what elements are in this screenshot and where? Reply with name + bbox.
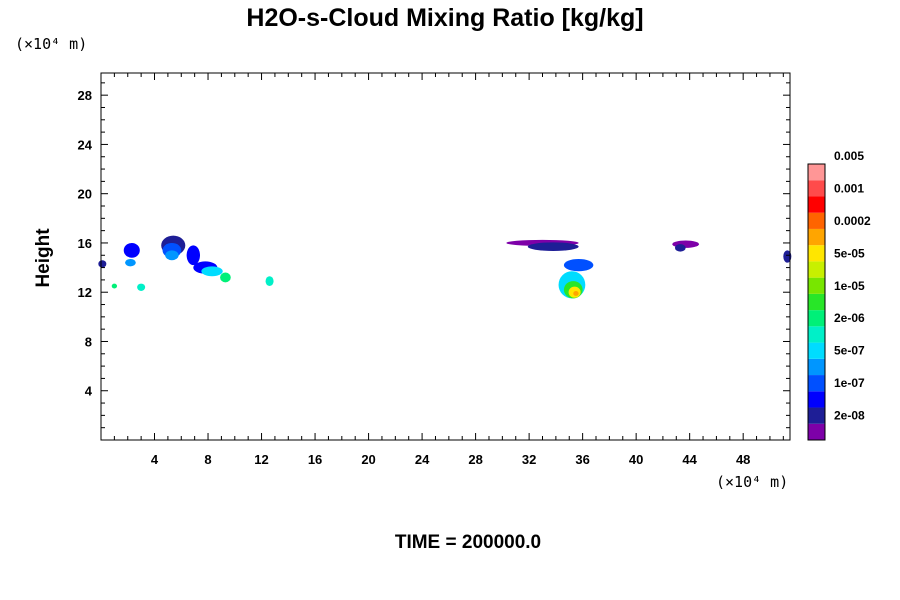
colorbar-frame [807, 163, 826, 441]
y-tick-label: 12 [78, 285, 92, 300]
colorbar-swatch [808, 212, 825, 229]
cloud-patch [98, 260, 107, 268]
colorbar-swatch [808, 180, 825, 197]
colorbar-swatch [808, 310, 825, 327]
y-tick-label: 4 [85, 384, 93, 399]
y-axis-unit: (×10⁴ m) [15, 35, 87, 53]
y-axis: 4 8 12 16 20 24 28 [78, 82, 790, 429]
x-tick-label: 36 [575, 452, 589, 467]
x-axis-unit: (×10⁴ m) [716, 473, 788, 491]
colorbar-label: 2e-06 [834, 311, 865, 325]
colorbar-swatch [808, 228, 825, 246]
y-tick-label: 24 [78, 137, 93, 152]
cloud-patch [186, 245, 201, 266]
x-tick-label: 28 [468, 452, 482, 467]
colorbar-swatch [808, 375, 825, 392]
cloud-patch [220, 272, 231, 283]
cloud-patch [201, 266, 223, 277]
colorbar-swatch [808, 423, 825, 440]
y-axis-label: Height [33, 228, 54, 288]
x-tick-label: 20 [361, 452, 375, 467]
colorbar-swatch [808, 277, 825, 294]
colorbar-swatch [808, 293, 825, 311]
cloud-patch [563, 258, 594, 272]
cloud-patch [137, 283, 146, 291]
cloud-patch [783, 250, 792, 263]
colorbar-label: 2e-08 [834, 409, 865, 423]
colorbar-swatch [808, 407, 825, 424]
x-tick-label: 16 [308, 452, 322, 467]
colorbar-swatch [808, 196, 825, 213]
cloud-patch [527, 242, 579, 251]
y-tick-label: 16 [78, 236, 92, 251]
colorbar-swatch [808, 164, 825, 181]
x-tick-label: 4 [151, 452, 159, 467]
x-tick-label: 44 [682, 452, 697, 467]
colorbar-label: 1e-05 [834, 279, 865, 293]
colorbar-swatch [808, 326, 825, 343]
x-tick-label: 48 [736, 452, 750, 467]
plot-frame [100, 72, 791, 441]
colorbar-label: 0.0002 [834, 214, 871, 228]
chart-title: H2O-s-Cloud Mixing Ratio [kg/kg] [246, 4, 643, 32]
colorbar-swatch [808, 245, 825, 262]
cloud-patch [111, 283, 118, 289]
colorbar-swatch [808, 342, 825, 359]
cloud-patch [123, 242, 140, 258]
colorbar-swatch [808, 391, 825, 408]
x-tick-label: 24 [415, 452, 430, 467]
y-tick-label: 8 [85, 334, 92, 349]
colorbar-swatch [808, 358, 825, 376]
x-tick-label: 32 [522, 452, 536, 467]
cloud-field [98, 235, 792, 299]
x-tick-label: 12 [254, 452, 268, 467]
colorbar-label: 5e-07 [834, 344, 865, 358]
x-axis: 4 8 12 16 20 24 28 32 36 40 44 48 [113, 73, 784, 467]
cloud-patch [165, 250, 179, 261]
colorbar-swatch [808, 261, 825, 278]
colorbar-label: 5e-05 [834, 246, 865, 260]
x-tick-label: 40 [629, 452, 643, 467]
cloud-patch [265, 276, 274, 287]
colorbar-label: 0.001 [834, 181, 864, 195]
cloud-patch [573, 290, 579, 296]
colorbar: 2e-08 1e-07 5e-07 2e-06 1e-05 5e-05 0.0002 0.00… [807, 149, 871, 441]
cloud-patch [674, 244, 686, 252]
colorbar-label: 1e-07 [834, 376, 865, 390]
colorbar-label: 0.005 [834, 149, 864, 163]
y-tick-label: 20 [78, 187, 92, 202]
time-label: TIME = 200000.0 [395, 532, 541, 553]
x-tick-label: 8 [204, 452, 211, 467]
cloud-patch [125, 258, 136, 267]
y-tick-label: 28 [78, 88, 92, 103]
